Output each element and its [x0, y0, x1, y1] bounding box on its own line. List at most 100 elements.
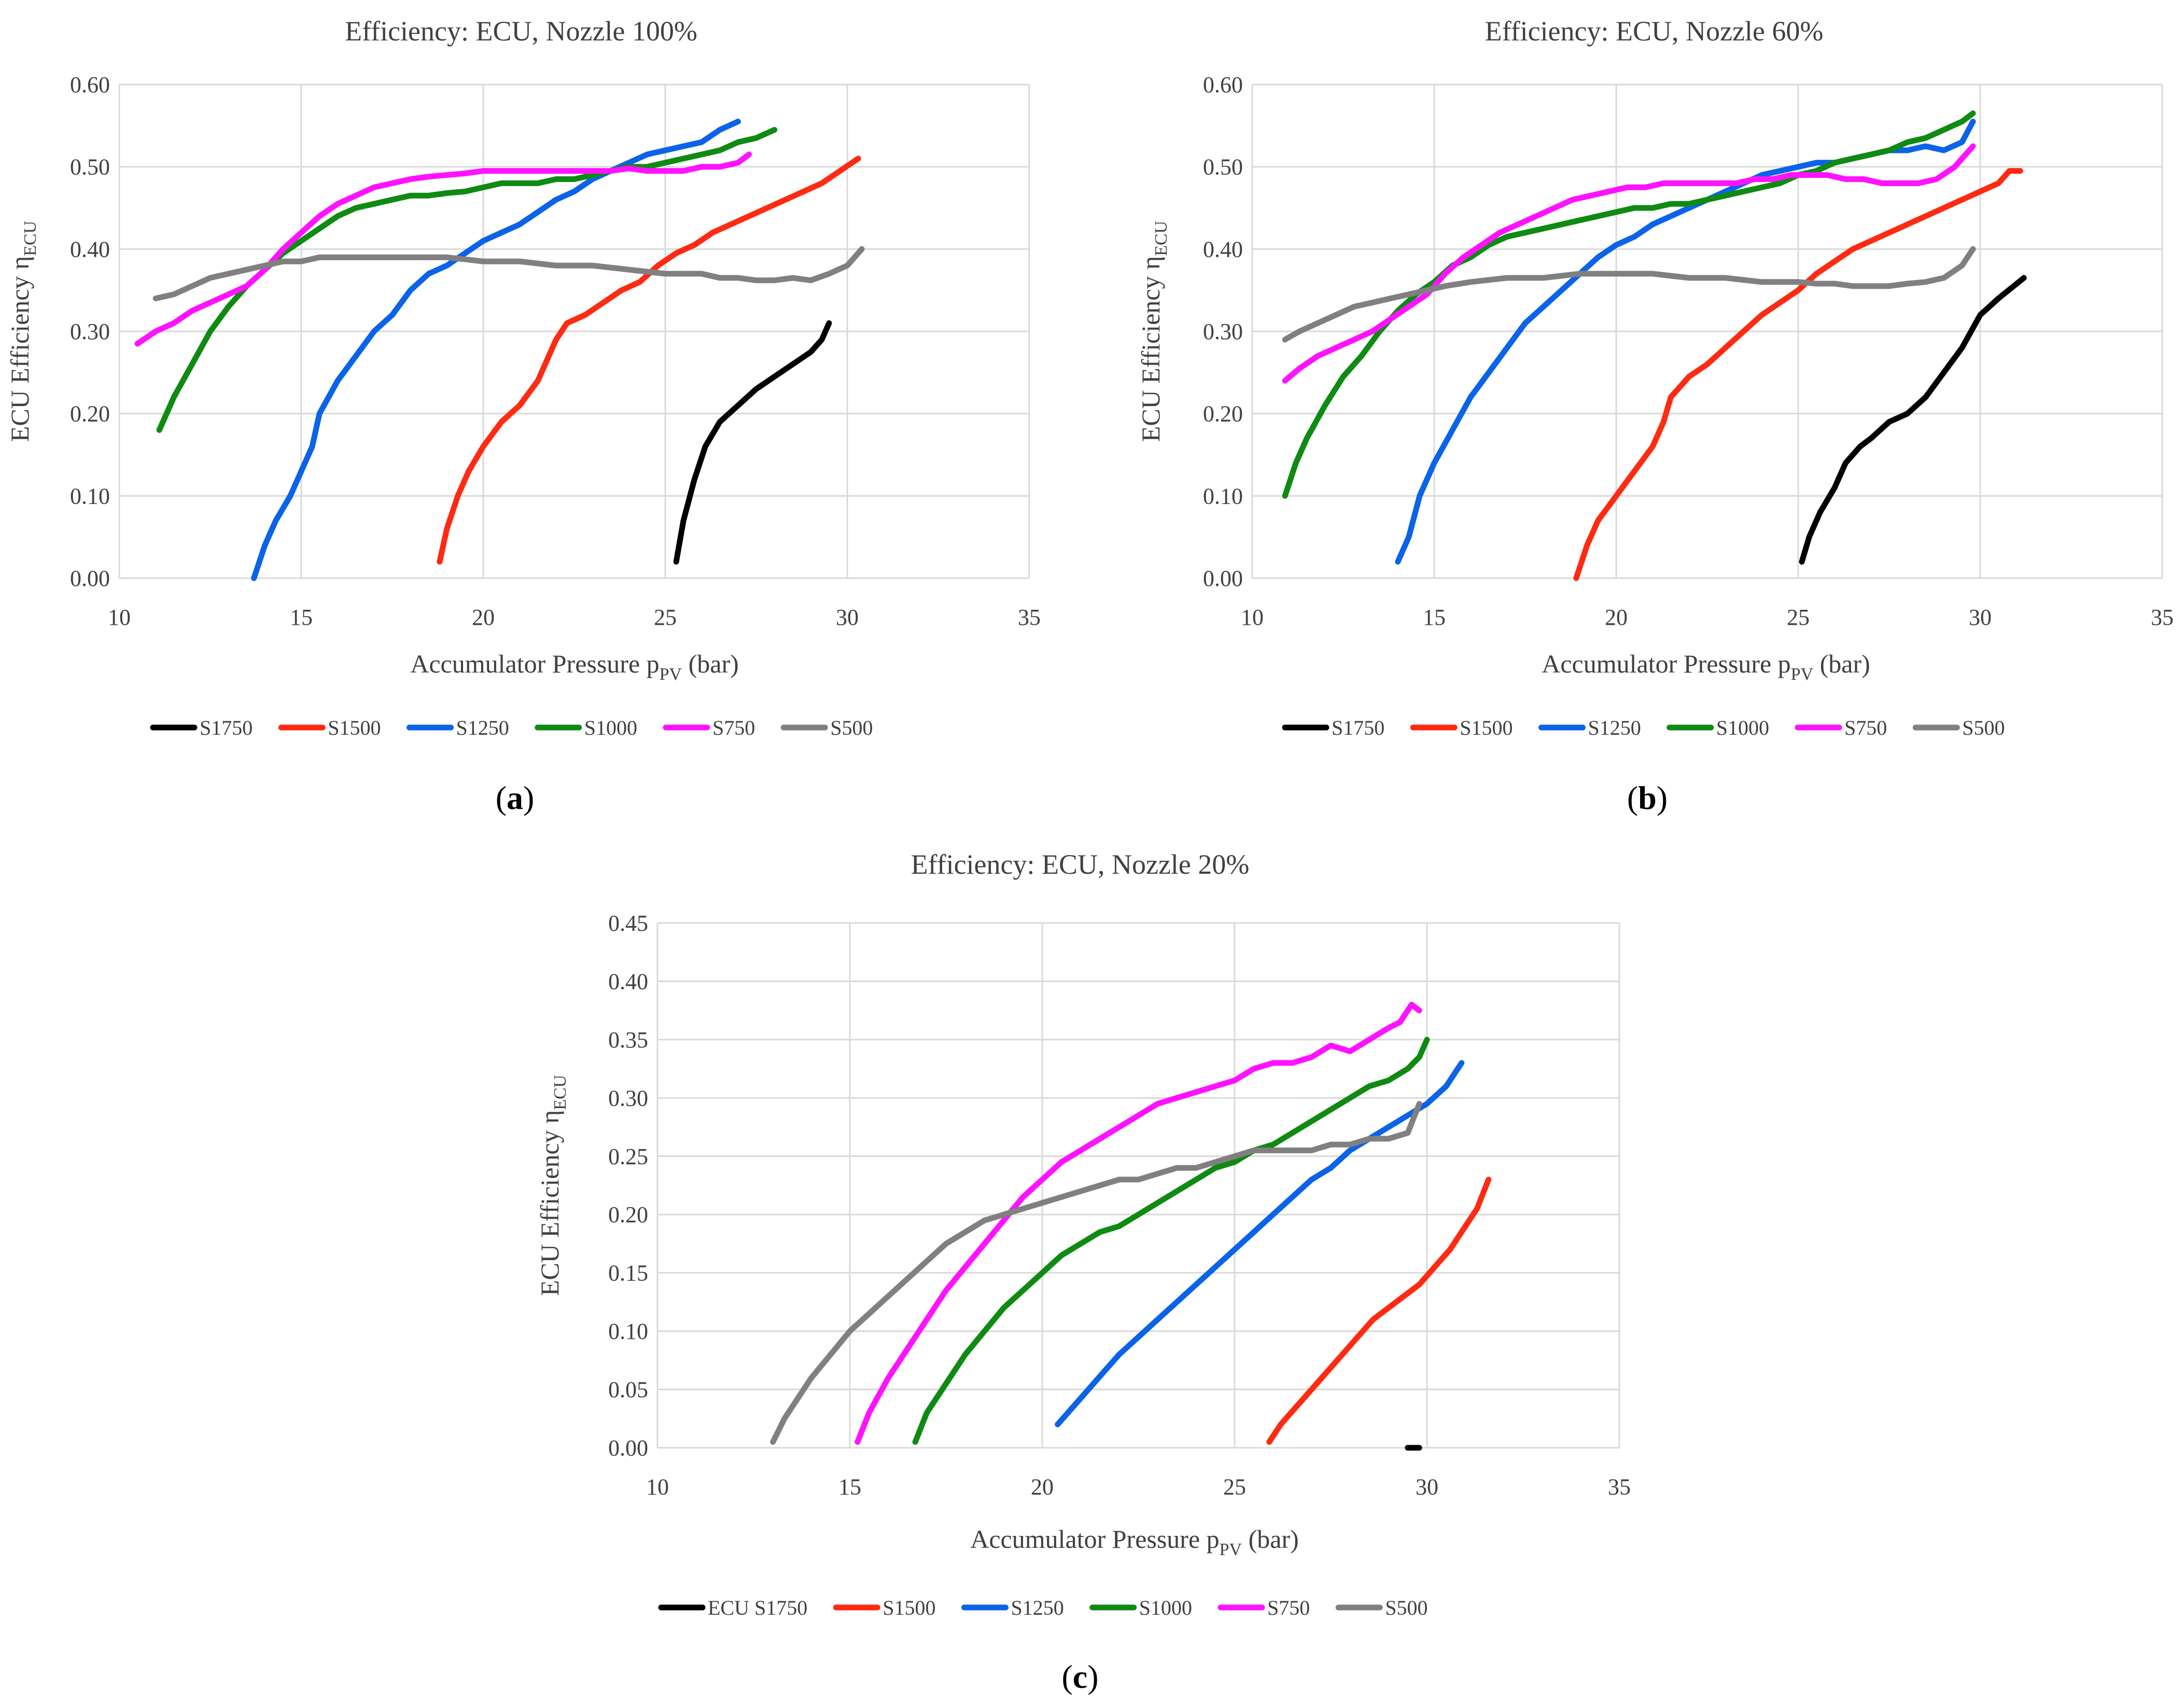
chart-panel-c: Efficiency: ECU, Nozzle 20% 0.00 0.05 0.10…: [535, 849, 1631, 1695]
legend-label-s1250: S1250: [1588, 716, 1641, 739]
x-tick-label: 15: [1423, 605, 1446, 630]
y-axis-label-main: ECU Efficiency η: [1136, 256, 1165, 442]
legend-label-s1250: S1250: [456, 716, 509, 739]
x-tick-label: 35: [1608, 1474, 1631, 1500]
plot-area: 0.00 0.10 0.20 0.30 0.40 0.50 0.60 10 15 20 25 30 35: [70, 72, 1041, 630]
legend-label-s1750: S1750: [200, 716, 253, 739]
series-line-s500: [770, 1101, 1422, 1445]
y-axis-label-main: ECU Efficiency η: [535, 1110, 564, 1296]
y-axis-label-main: ECU Efficiency η: [5, 256, 34, 442]
plot-area: 0.00 0.10 0.20 0.30 0.40 0.50 0.60 10 15 20 25 30 35: [1203, 72, 2174, 630]
x-tick-label: 20: [1605, 605, 1628, 630]
y-tick-label: 0.50: [70, 155, 110, 180]
legend: S1750 S1500 S1250 S1000 S750 S500: [150, 716, 873, 739]
y-tick-label: 0.30: [1203, 319, 1243, 344]
series-line-s750: [1282, 143, 1976, 384]
legend: S1750 S1500 S1250 S1000 S750 S500: [1282, 716, 2005, 739]
x-tick-label: 10: [108, 605, 131, 630]
legend-label-s500: S500: [830, 716, 873, 739]
x-axis-label: Accumulator Pressure pPV (bar): [1542, 649, 1870, 684]
series-line-s1750: [1799, 275, 2027, 565]
y-tick-label: 0.25: [608, 1144, 648, 1169]
y-axis-label-subscript: ECU: [21, 221, 40, 256]
x-tick-label: 25: [1787, 605, 1810, 630]
panel-label: (c): [1061, 1658, 1098, 1695]
y-axis-label: ECU Efficiency ηECU: [5, 221, 40, 442]
x-tick-label: 15: [290, 605, 313, 630]
series-line-s500: [1282, 246, 1976, 343]
legend-label-s500: S500: [1962, 716, 2005, 739]
y-tick-label: 0.10: [1203, 483, 1243, 509]
chart-panel-a: Efficiency: ECU, Nozzle 100% 0.00 0.10 0.2…: [5, 16, 1041, 816]
legend-label-s1000: S1000: [584, 716, 637, 739]
y-axis-label-subscript: ECU: [1152, 221, 1171, 256]
y-axis-label: ECU Efficiency ηECU: [1136, 221, 1171, 442]
y-tick-label: 0.50: [1203, 155, 1243, 180]
y-tick-label: 0.40: [70, 236, 110, 262]
series-line-s1500: [1573, 168, 2023, 581]
y-tick-label: 0.60: [1203, 72, 1243, 97]
x-axis-label-subscript: PV: [660, 665, 682, 684]
x-axis-label-subscript: PV: [1791, 665, 1814, 684]
legend-label-s1000: S1000: [1716, 716, 1769, 739]
legend-label-ecu-s1750: ECU S1750: [708, 1596, 807, 1619]
x-axis-label-unit: (bar): [1813, 649, 1870, 678]
x-tick-label: 25: [654, 605, 677, 630]
legend: ECU S1750 S1500 S1250 S1000 S750 S500: [658, 1596, 1428, 1619]
x-tick-label: 30: [1969, 605, 1992, 630]
legend-label-s1500: S1500: [883, 1596, 935, 1619]
x-tick-label: 15: [838, 1474, 861, 1500]
y-tick-label: 0.05: [608, 1377, 648, 1403]
panel-label: (b): [1627, 779, 1668, 816]
series-line-s1250: [251, 118, 741, 581]
x-tick-label: 25: [1223, 1474, 1246, 1500]
legend-label-s1000: S1000: [1139, 1596, 1192, 1619]
y-tick-label: 0.35: [608, 1027, 648, 1053]
y-tick-label: 0.00: [1203, 566, 1243, 591]
x-tick-label: 20: [472, 605, 495, 630]
chart-title: Efficiency: ECU, Nozzle 100%: [345, 16, 697, 47]
y-tick-label: 0.20: [608, 1202, 648, 1227]
series-line-s750: [855, 1001, 1422, 1445]
panel-label-letter: c: [1073, 1658, 1087, 1695]
y-tick-label: 0.40: [1203, 236, 1243, 262]
legend-label-s1750: S1750: [1332, 716, 1384, 739]
y-tick-label: 0.00: [70, 566, 110, 591]
x-axis-label-unit: (bar): [1242, 1525, 1299, 1554]
y-tick-label: 0.30: [608, 1085, 648, 1111]
legend-label-s1500: S1500: [328, 716, 381, 739]
y-tick-label: 0.20: [1203, 401, 1243, 427]
x-axis-label-subscript: PV: [1220, 1540, 1242, 1559]
panel-label-letter: b: [1638, 779, 1657, 816]
series-line-s1500: [437, 156, 861, 565]
series-line-s1000: [912, 1037, 1430, 1445]
y-tick-label: 0.45: [608, 911, 648, 936]
series-line-s750: [134, 151, 752, 347]
x-axis-label-main: Accumulator Pressure p: [410, 649, 659, 678]
x-tick-label: 30: [1416, 1474, 1438, 1500]
x-axis-label: Accumulator Pressure pPV (bar): [410, 649, 739, 684]
chart-panel-b: Efficiency: ECU, Nozzle 60% 0.00 0.10 0.20…: [1136, 16, 2174, 816]
x-tick-label: 10: [1241, 605, 1264, 630]
y-tick-label: 0.40: [608, 969, 648, 994]
panel-label-letter: a: [507, 779, 523, 816]
y-tick-label: 0.60: [70, 72, 110, 97]
x-tick-label: 35: [1018, 605, 1041, 630]
legend-label-s750: S750: [1844, 716, 1887, 739]
legend-label-s500: S500: [1385, 1596, 1427, 1619]
x-tick-label: 10: [646, 1474, 669, 1500]
x-tick-label: 20: [1031, 1474, 1054, 1500]
panel-label: (a): [496, 779, 535, 816]
y-tick-label: 0.00: [608, 1435, 648, 1461]
y-tick-label: 0.10: [70, 483, 110, 509]
x-axis-label-unit: (bar): [682, 649, 739, 678]
y-axis-label-subscript: ECU: [551, 1075, 570, 1110]
x-axis-label-main: Accumulator Pressure p: [1542, 649, 1790, 678]
legend-label-s750: S750: [712, 716, 755, 739]
x-tick-label: 35: [2151, 605, 2174, 630]
series-line-s1250: [1055, 1060, 1465, 1428]
y-axis-label: ECU Efficiency ηECU: [535, 1075, 570, 1296]
series-line-s1750: [673, 320, 832, 565]
x-axis-label: Accumulator Pressure pPV (bar): [970, 1525, 1299, 1559]
